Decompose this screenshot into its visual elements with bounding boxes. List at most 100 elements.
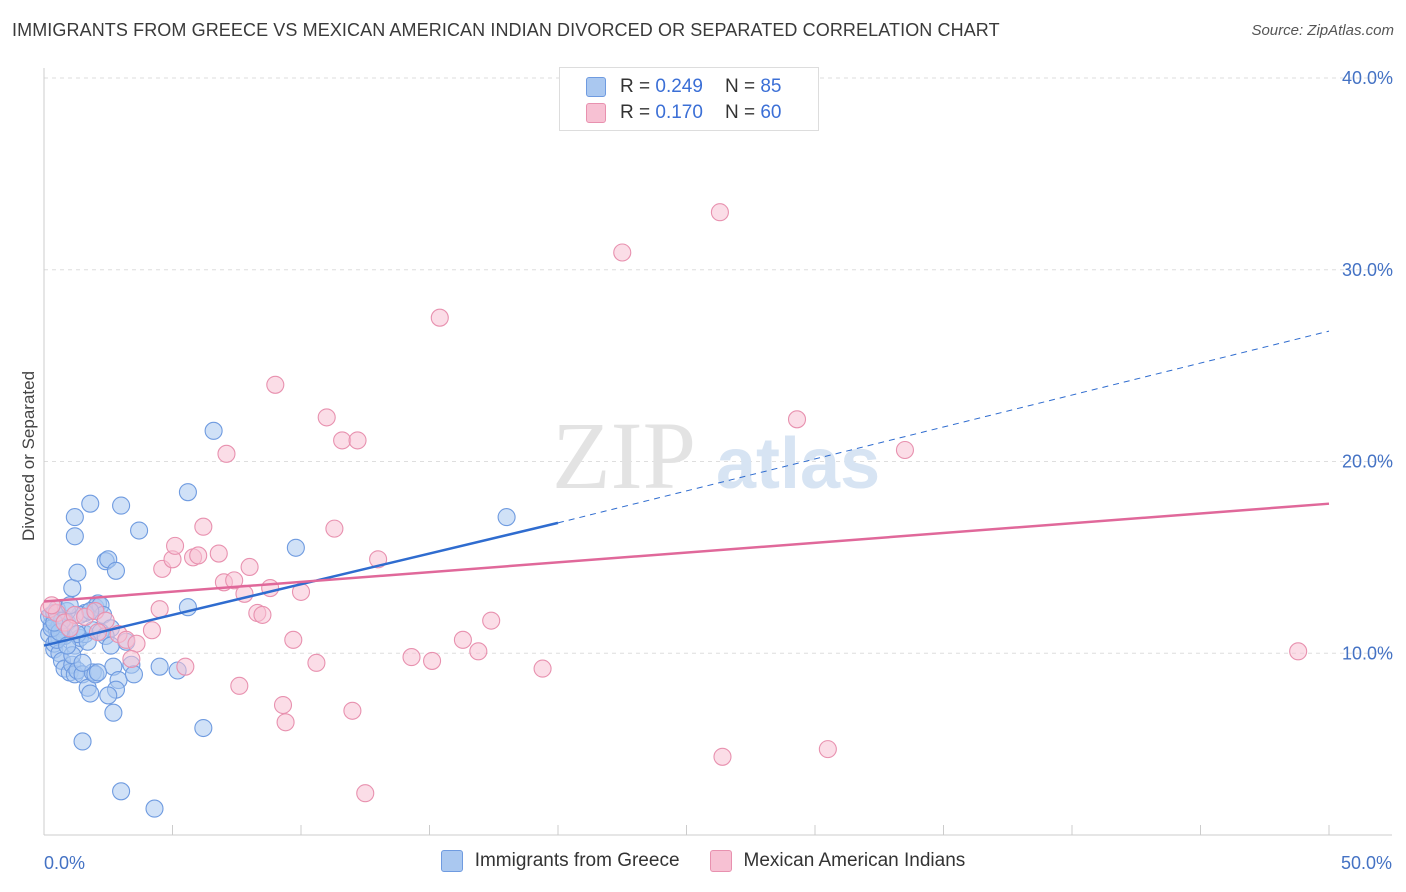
point-mexican-american-indian bbox=[356, 784, 375, 803]
point-mexican-american-indian bbox=[423, 651, 442, 670]
series-points bbox=[40, 203, 1308, 818]
point-greece bbox=[65, 508, 84, 527]
legend-r-label: R = bbox=[620, 102, 651, 123]
point-greece bbox=[106, 561, 126, 580]
x-tick-label: 0.0% bbox=[44, 853, 85, 873]
point-mexican-american-indian bbox=[189, 546, 208, 565]
point-greece bbox=[81, 494, 100, 513]
y-tick-label: 20.0% bbox=[1342, 452, 1393, 472]
point-mexican-american-indian bbox=[253, 605, 272, 624]
watermark: ZIP atlas bbox=[552, 402, 880, 509]
y-tick-label: 30.0% bbox=[1342, 260, 1393, 280]
point-mexican-american-indian bbox=[176, 657, 195, 676]
legend-r-label: R = bbox=[620, 76, 651, 97]
x-tick-label: 50.0% bbox=[1341, 853, 1392, 873]
point-greece bbox=[63, 579, 82, 598]
point-mexican-american-indian bbox=[469, 642, 488, 661]
point-mexican-american-indian bbox=[230, 676, 249, 695]
point-mexican-american-indian bbox=[787, 410, 807, 429]
point-greece bbox=[150, 657, 169, 676]
point-greece bbox=[497, 508, 516, 527]
series-legend-mexican-american-indian: Mexican American Indians bbox=[709, 850, 966, 872]
trend-lines bbox=[43, 330, 1330, 647]
point-mexican-american-indian bbox=[895, 440, 915, 460]
point-mexican-american-indian bbox=[127, 634, 146, 653]
point-mexican-american-indian bbox=[402, 648, 421, 667]
point-mexican-american-indian bbox=[209, 544, 228, 563]
point-mexican-american-indian bbox=[276, 713, 295, 732]
point-mexican-american-indian bbox=[453, 630, 472, 649]
chart-title: IMMIGRANTS FROM GREECE VS MEXICAN AMERIC… bbox=[12, 20, 1000, 40]
point-greece bbox=[68, 563, 87, 582]
point-mexican-american-indian bbox=[273, 695, 293, 715]
point-greece bbox=[73, 732, 92, 751]
point-greece bbox=[112, 782, 131, 801]
series-legend-swatch-greece bbox=[440, 850, 463, 872]
point-greece bbox=[88, 663, 108, 682]
series-legend-greece: Immigrants from Greece bbox=[440, 850, 680, 872]
x-axis: 0.0% 50.0% bbox=[43, 825, 1392, 873]
point-mexican-american-indian bbox=[343, 701, 362, 720]
series-legend-swatch-mexican-american-indian bbox=[709, 850, 732, 872]
point-mexican-american-indian bbox=[325, 519, 344, 538]
point-mexican-american-indian bbox=[613, 243, 632, 262]
point-greece bbox=[104, 703, 123, 722]
point-greece bbox=[286, 538, 305, 557]
legend-r-value-mexican-american-indian: 0.170 bbox=[655, 102, 703, 123]
point-mexican-american-indian bbox=[194, 517, 213, 536]
legend-row-mexican-american-indian: R = 0.170 N = 60 bbox=[586, 99, 781, 127]
point-mexican-american-indian bbox=[710, 203, 729, 222]
y-axis-title: Divorced or Separated bbox=[19, 371, 38, 541]
point-greece bbox=[194, 718, 213, 738]
point-mexican-american-indian bbox=[166, 536, 185, 555]
point-mexican-american-indian bbox=[122, 649, 141, 669]
source-label: Source: ZipAtlas.com bbox=[1251, 22, 1394, 39]
series-legend-label-greece: Immigrants from Greece bbox=[474, 850, 680, 871]
point-greece bbox=[124, 665, 143, 684]
legend-r-value-greece: 0.249 bbox=[655, 76, 703, 97]
point-mexican-american-indian bbox=[713, 747, 732, 766]
watermark-atlas: atlas bbox=[716, 424, 880, 504]
point-mexican-american-indian bbox=[142, 621, 161, 640]
legend-row-greece: R = 0.249 N = 85 bbox=[586, 73, 781, 101]
point-mexican-american-indian bbox=[333, 431, 352, 450]
point-greece bbox=[73, 653, 92, 672]
legend-n-value-mexican-american-indian: 60 bbox=[760, 102, 782, 123]
point-mexican-american-indian bbox=[225, 571, 244, 590]
legend-swatch-mexican-american-indian bbox=[586, 103, 606, 123]
point-mexican-american-indian bbox=[284, 630, 303, 649]
point-greece bbox=[99, 686, 118, 705]
legend-swatch-greece bbox=[586, 77, 606, 97]
point-mexican-american-indian bbox=[266, 375, 285, 394]
watermark-zip: ZIP bbox=[552, 402, 696, 509]
point-mexican-american-indian bbox=[1289, 642, 1308, 661]
y-tick-label: 10.0% bbox=[1342, 643, 1393, 663]
legend-n-label: N = bbox=[724, 76, 756, 97]
point-mexican-american-indian bbox=[317, 408, 336, 427]
point-mexican-american-indian bbox=[60, 619, 79, 638]
point-mexican-american-indian bbox=[307, 653, 326, 672]
trend-line-greece bbox=[43, 521, 559, 647]
point-mexican-american-indian bbox=[240, 557, 259, 577]
series-legend: Immigrants from Greece Mexican American … bbox=[0, 850, 1406, 872]
point-mexican-american-indian bbox=[818, 740, 837, 759]
point-mexican-american-indian bbox=[482, 611, 501, 630]
point-greece bbox=[81, 684, 100, 703]
point-greece bbox=[178, 483, 197, 502]
point-mexican-american-indian bbox=[348, 431, 367, 450]
point-greece bbox=[112, 496, 131, 515]
point-mexican-american-indian bbox=[150, 600, 169, 619]
point-greece bbox=[65, 527, 84, 546]
point-greece bbox=[204, 421, 223, 440]
trend-line-greece-extension bbox=[557, 330, 1330, 524]
legend-n-label: N = bbox=[724, 102, 756, 123]
trend-line-mexican-american-indian bbox=[43, 502, 1330, 603]
series-legend-label-mexican-american-indian: Mexican American Indians bbox=[743, 850, 966, 871]
stats-legend: R = 0.249 N = 85 R = 0.170 N = 60 bbox=[559, 67, 819, 131]
point-mexican-american-indian bbox=[217, 444, 236, 463]
legend-n-value-greece: 85 bbox=[760, 76, 782, 97]
y-tick-label: 40.0% bbox=[1342, 68, 1393, 88]
point-mexican-american-indian bbox=[430, 308, 449, 327]
y-axis: 10.0% 20.0% 30.0% 40.0% bbox=[43, 68, 1393, 835]
